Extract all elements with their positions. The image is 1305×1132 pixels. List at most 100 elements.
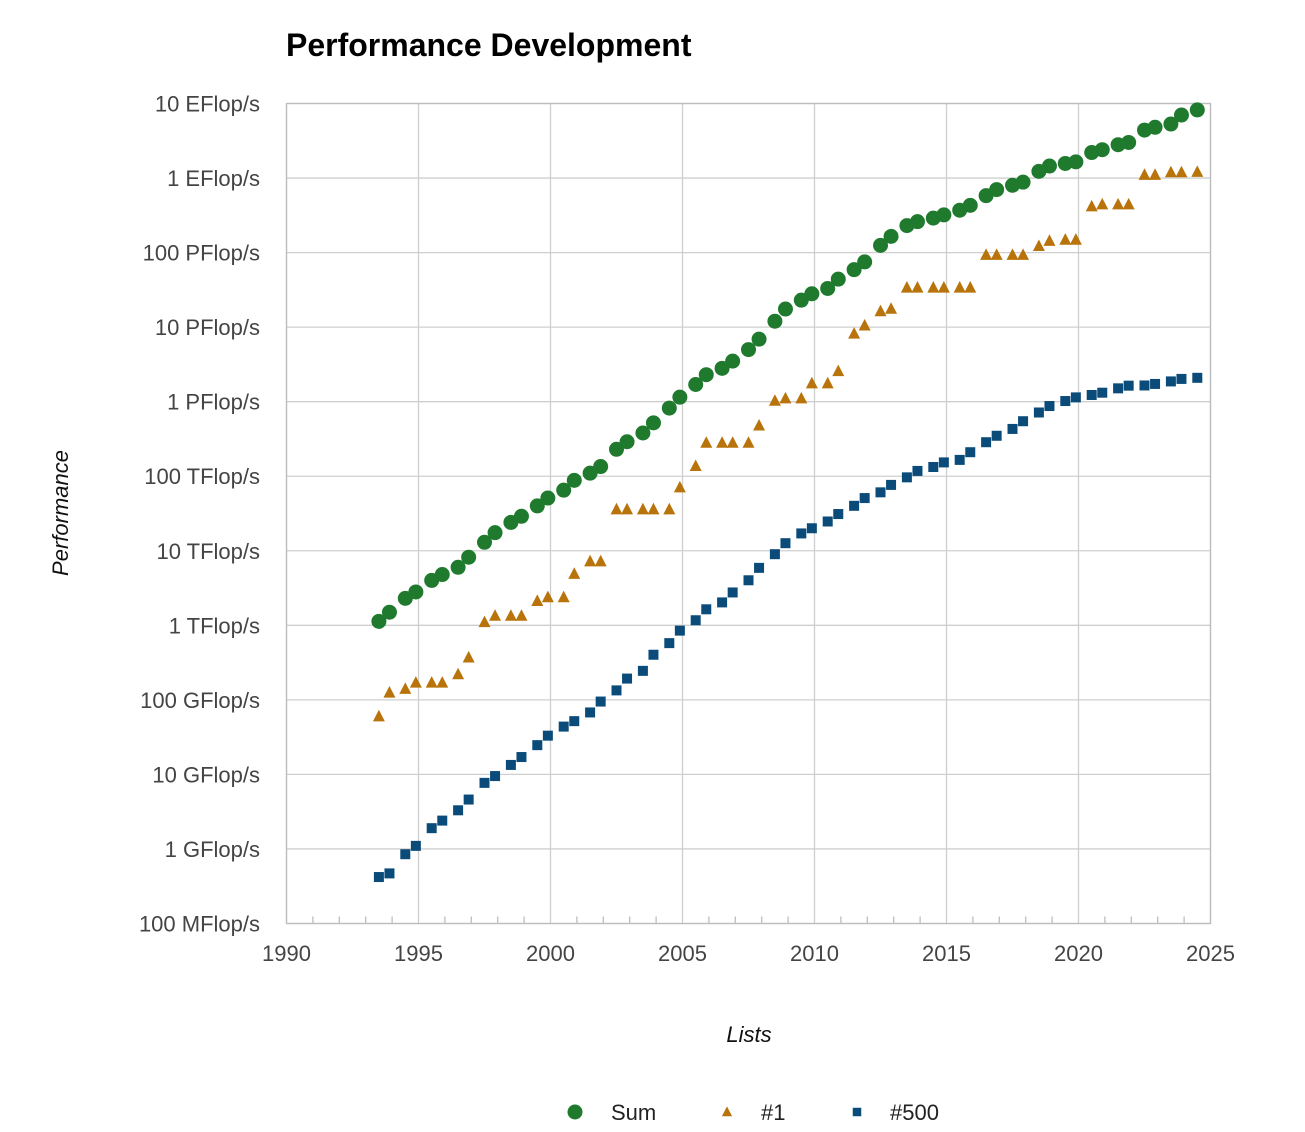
data-point-circle bbox=[846, 262, 862, 278]
data-point-square bbox=[532, 740, 543, 751]
data-point-circle bbox=[1041, 158, 1057, 174]
data-point-triangle bbox=[937, 281, 950, 293]
data-point-circle bbox=[698, 367, 714, 383]
data-point-square bbox=[690, 615, 701, 626]
data-point-circle bbox=[1094, 142, 1110, 158]
data-point-square bbox=[648, 649, 659, 660]
data-point-square bbox=[1044, 401, 1055, 412]
data-point-square bbox=[384, 868, 395, 879]
data-point-square bbox=[743, 575, 754, 586]
data-point-circle bbox=[1173, 107, 1189, 123]
data-point-square bbox=[1018, 416, 1029, 427]
data-point-square bbox=[490, 771, 501, 782]
data-point-circle bbox=[1068, 154, 1084, 170]
data-point-circle bbox=[1189, 102, 1205, 118]
data-point-circle bbox=[619, 434, 635, 450]
data-point-square bbox=[674, 625, 685, 636]
x-tick-label: 2005 bbox=[658, 941, 707, 966]
data-point-triangle bbox=[753, 418, 766, 431]
grid-lines bbox=[285, 102, 1212, 925]
data-point-square bbox=[717, 597, 728, 608]
data-point-circle bbox=[513, 508, 529, 524]
data-point-square bbox=[426, 823, 437, 834]
data-point-triangle bbox=[462, 650, 475, 663]
data-point-square bbox=[1060, 396, 1071, 407]
legend-item: #500 bbox=[852, 1100, 939, 1125]
data-point-circle bbox=[1015, 174, 1031, 190]
legend-label: #1 bbox=[761, 1100, 785, 1125]
data-point-triangle bbox=[779, 391, 792, 404]
data-point-triangle bbox=[885, 302, 898, 314]
data-point-triangle bbox=[673, 480, 686, 493]
data-point-circle bbox=[477, 534, 492, 550]
data-point-triangle bbox=[1017, 248, 1030, 260]
y-tick-label: 1 GFlop/s bbox=[165, 837, 260, 862]
data-point-square bbox=[1139, 380, 1150, 391]
data-point-triangle bbox=[927, 281, 940, 293]
data-point-square bbox=[1176, 373, 1187, 384]
data-point-square bbox=[585, 707, 596, 718]
x-axis-title: Lists bbox=[726, 1022, 771, 1047]
data-point-square bbox=[1113, 383, 1124, 394]
data-point-triangle bbox=[1138, 168, 1151, 180]
data-point-square bbox=[901, 472, 912, 483]
data-point-square bbox=[754, 562, 765, 573]
x-tick-label: 1990 bbox=[262, 941, 311, 966]
data-point-square bbox=[806, 523, 817, 534]
data-point-triangle bbox=[584, 554, 597, 567]
data-point-square bbox=[410, 840, 421, 851]
data-point-triangle bbox=[1191, 165, 1204, 177]
data-point-square bbox=[1192, 372, 1203, 383]
data-point-triangle bbox=[1122, 197, 1135, 210]
data-point-triangle bbox=[621, 502, 634, 515]
data-point-square bbox=[463, 794, 474, 805]
x-tick-labels: 1990 1995 2000 2005 2010 2015 2020 2025 bbox=[262, 941, 1235, 966]
legend: Sum #1 #500 bbox=[567, 1100, 939, 1125]
data-point-square bbox=[849, 500, 860, 511]
x-tick-label: 2000 bbox=[526, 941, 575, 966]
data-point-triangle bbox=[821, 376, 834, 389]
data-point-circle bbox=[777, 301, 793, 317]
data-point-square bbox=[1165, 376, 1176, 387]
data-point-triangle bbox=[478, 615, 491, 628]
y-tick-label: 100 GFlop/s bbox=[140, 688, 260, 713]
data-point-triangle bbox=[568, 567, 581, 579]
data-point-circle bbox=[1163, 116, 1179, 132]
data-point-square bbox=[516, 752, 527, 763]
data-point-square bbox=[558, 721, 569, 732]
data-point-triangle bbox=[716, 436, 729, 448]
data-point-triangle bbox=[726, 436, 739, 448]
data-point-triangle bbox=[1175, 165, 1188, 178]
data-points bbox=[371, 102, 1205, 883]
data-point-triangle bbox=[663, 502, 676, 515]
data-point-triangle bbox=[594, 554, 607, 567]
chart-title: Performance Development bbox=[286, 27, 692, 63]
data-point-circle bbox=[487, 525, 503, 541]
data-point-triangle bbox=[858, 318, 871, 331]
data-point-triangle bbox=[1164, 165, 1177, 178]
data-point-triangle bbox=[980, 248, 993, 260]
data-point-triangle bbox=[531, 594, 544, 606]
data-point-triangle bbox=[452, 667, 465, 680]
data-point-square bbox=[822, 516, 833, 527]
legend-label: Sum bbox=[611, 1100, 656, 1125]
data-point-triangle bbox=[832, 364, 845, 377]
data-point-triangle bbox=[742, 436, 755, 448]
data-point-square bbox=[611, 685, 622, 696]
data-point-triangle bbox=[900, 281, 913, 293]
data-point-triangle bbox=[768, 394, 781, 406]
data-point-square bbox=[701, 604, 712, 615]
data-point-triangle bbox=[1006, 248, 1019, 260]
y-tick-label: 100 PFlop/s bbox=[143, 241, 260, 266]
data-point-triangle bbox=[1069, 233, 1082, 245]
data-point-triangle bbox=[848, 327, 861, 339]
data-point-square bbox=[1033, 407, 1044, 418]
series-circle bbox=[371, 102, 1205, 629]
data-point-triangle bbox=[874, 304, 887, 317]
x-tick-label: 2020 bbox=[1054, 941, 1103, 966]
data-point-triangle bbox=[610, 502, 623, 515]
data-point-circle bbox=[830, 271, 846, 287]
data-point-circle bbox=[635, 425, 651, 441]
series-square bbox=[373, 372, 1203, 883]
